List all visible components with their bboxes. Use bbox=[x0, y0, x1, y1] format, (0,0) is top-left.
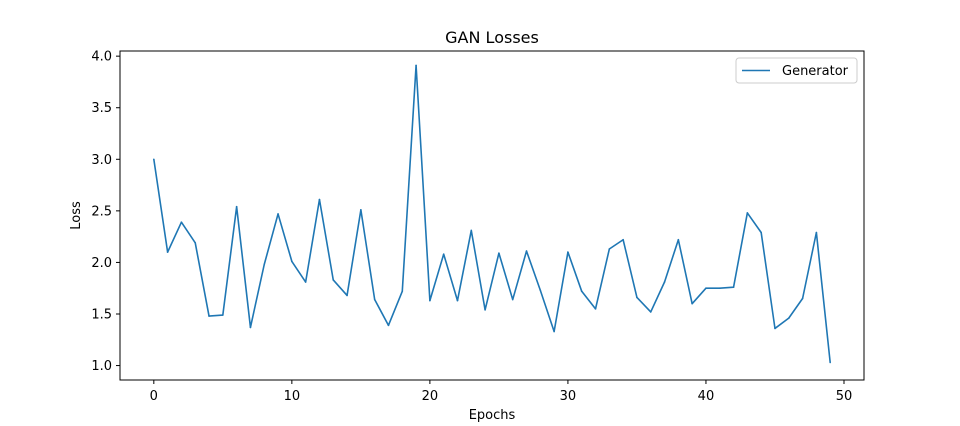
x-axis-ticks: 0 10 20 30 40 50 bbox=[150, 380, 853, 404]
x-tick-label: 40 bbox=[698, 389, 715, 404]
data-point bbox=[774, 327, 776, 330]
y-tick-label: 1.5 bbox=[91, 307, 112, 322]
data-point bbox=[318, 198, 321, 201]
data-point bbox=[346, 294, 348, 297]
legend-label-generator: Generator bbox=[782, 64, 849, 79]
data-point bbox=[732, 286, 735, 288]
data-point bbox=[166, 251, 169, 253]
data-point bbox=[801, 297, 804, 300]
data-point bbox=[373, 298, 376, 301]
data-point bbox=[401, 290, 404, 293]
y-tick-label: 3.5 bbox=[91, 101, 112, 116]
data-point bbox=[153, 158, 155, 161]
series-line-generator bbox=[153, 64, 831, 363]
data-point bbox=[525, 250, 528, 252]
x-tick-label: 50 bbox=[836, 389, 853, 404]
x-tick-label: 20 bbox=[422, 389, 439, 404]
data-point bbox=[622, 238, 624, 241]
data-point bbox=[222, 314, 224, 316]
y-axis-label: Loss bbox=[69, 201, 84, 230]
legend-box bbox=[735, 57, 858, 84]
data-point bbox=[594, 308, 597, 310]
x-tick-label: 10 bbox=[284, 389, 301, 404]
data-point bbox=[332, 279, 335, 281]
y-tick-label: 1.0 bbox=[91, 359, 112, 374]
data-point bbox=[498, 252, 500, 254]
data-point bbox=[291, 260, 293, 263]
data-point bbox=[787, 317, 790, 319]
axes-frame bbox=[119, 50, 865, 381]
y-tick-label: 3.0 bbox=[91, 153, 112, 168]
data-point bbox=[442, 253, 445, 255]
data-point bbox=[249, 326, 252, 329]
y-tick-label: 2.0 bbox=[91, 256, 112, 271]
x-tick-label: 30 bbox=[560, 389, 577, 404]
y-axis-ticks: 1.0 1.5 2.0 2.5 3.0 3.5 4.0 bbox=[91, 50, 120, 374]
data-point bbox=[580, 290, 583, 293]
data-point bbox=[663, 281, 666, 283]
data-point bbox=[705, 287, 707, 290]
data-point bbox=[304, 281, 307, 283]
data-point bbox=[636, 296, 638, 299]
data-point bbox=[387, 324, 390, 327]
data-point bbox=[608, 248, 611, 250]
chart-title: GAN Losses bbox=[445, 28, 539, 47]
data-point bbox=[263, 263, 266, 266]
data-point bbox=[760, 231, 762, 234]
data-point bbox=[539, 289, 542, 292]
data-point bbox=[360, 209, 362, 211]
y-tick-label: 4.0 bbox=[91, 50, 112, 65]
data-point bbox=[567, 251, 569, 253]
data-point bbox=[649, 311, 652, 313]
data-point bbox=[691, 302, 693, 305]
data-point bbox=[815, 231, 818, 234]
y-tick-label: 2.5 bbox=[91, 204, 112, 219]
data-point bbox=[677, 238, 680, 241]
data-point bbox=[194, 242, 197, 244]
data-points bbox=[153, 64, 831, 364]
x-tick-label: 0 bbox=[150, 389, 158, 404]
data-point bbox=[429, 299, 431, 302]
data-point bbox=[718, 287, 721, 290]
data-point bbox=[829, 361, 831, 364]
data-point bbox=[235, 205, 238, 208]
data-point bbox=[277, 213, 279, 215]
data-point bbox=[470, 229, 473, 232]
x-axis-label: Epochs bbox=[469, 408, 516, 423]
data-point bbox=[415, 64, 417, 67]
data-point bbox=[746, 212, 749, 214]
data-point bbox=[208, 315, 210, 317]
data-point bbox=[456, 299, 459, 302]
data-point bbox=[511, 298, 514, 301]
data-point bbox=[180, 221, 183, 224]
legend: Generator bbox=[735, 57, 858, 84]
data-point bbox=[484, 309, 486, 311]
plot-area bbox=[119, 50, 865, 381]
data-point bbox=[553, 330, 555, 333]
